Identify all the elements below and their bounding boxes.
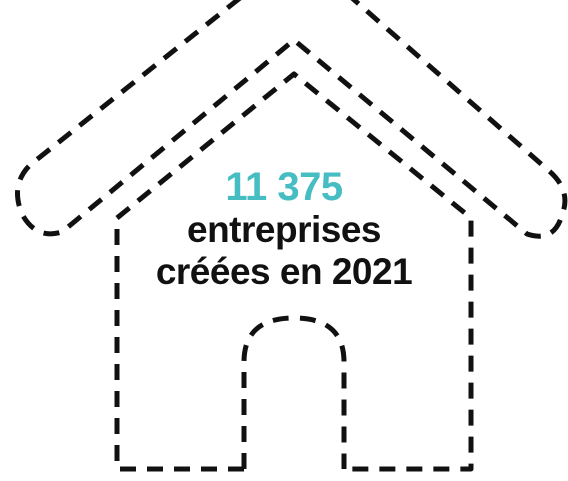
door-outline: [241, 315, 347, 469]
house-body-outline: [114, 71, 474, 472]
stat-label-line-2: créées en 2021: [155, 251, 413, 292]
roof-outer-band: [15, 0, 568, 239]
stat-number: 11 375: [225, 165, 343, 209]
stat-label-line-1: entreprises: [187, 209, 382, 250]
stat-block: 11 375 entreprises créées en 2021: [0, 165, 568, 293]
